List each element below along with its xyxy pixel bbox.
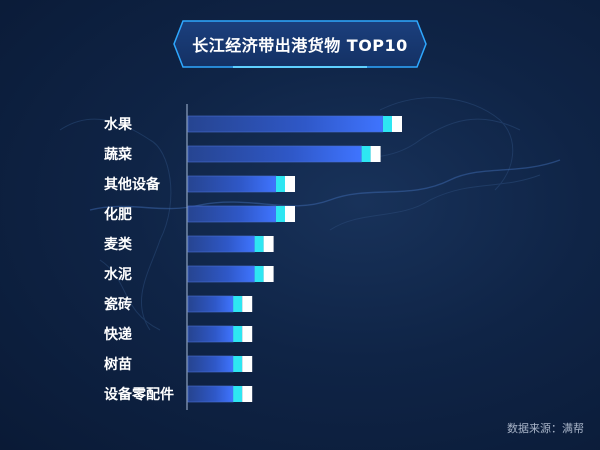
bar-cap-cyan xyxy=(276,206,285,222)
bar-cap-white xyxy=(285,206,295,222)
category-label: 树苗 xyxy=(104,356,132,373)
data-source-note: 数据来源：满帮 xyxy=(507,422,584,435)
bar xyxy=(187,115,384,133)
category-label: 其他设备 xyxy=(104,176,161,193)
category-label: 麦类 xyxy=(104,236,133,253)
bar-cap-white xyxy=(285,176,295,192)
category-label: 水泥 xyxy=(104,266,132,283)
bar xyxy=(187,355,234,373)
bar-cap-white xyxy=(370,146,381,162)
bar-cap-white xyxy=(242,296,253,312)
bar xyxy=(187,295,234,313)
category-label: 设备零配件 xyxy=(104,386,174,403)
bar xyxy=(187,325,234,343)
bar-cap-cyan xyxy=(233,386,243,402)
title-frame xyxy=(173,20,427,68)
bar-cap-cyan xyxy=(233,356,243,372)
bar xyxy=(187,205,277,223)
category-label: 快递 xyxy=(104,326,132,343)
category-label: 化肥 xyxy=(104,206,132,223)
bar xyxy=(187,385,234,403)
bar xyxy=(187,145,362,163)
bar xyxy=(187,265,255,283)
title-banner: 长江经济带出港货物 TOP10 xyxy=(173,20,427,68)
bar-cap-cyan xyxy=(233,296,243,312)
bar-cap-white xyxy=(242,326,253,342)
bar-cap-cyan xyxy=(383,116,392,132)
bar-cap-cyan xyxy=(254,236,264,252)
bar-cap-white xyxy=(242,356,253,372)
bar-cap-cyan xyxy=(361,146,371,162)
bar-cap-white xyxy=(263,266,274,282)
bar xyxy=(187,175,277,193)
bar-cap-cyan xyxy=(276,176,285,192)
bar-cap-cyan xyxy=(254,266,264,282)
category-label: 瓷砖 xyxy=(104,296,132,313)
bar-cap-white xyxy=(263,236,274,252)
category-label: 蔬菜 xyxy=(104,146,133,163)
category-label: 水果 xyxy=(104,116,133,133)
bar xyxy=(187,235,255,253)
bar-cap-white xyxy=(242,386,253,402)
chart-title: 长江经济带出港货物 TOP10 xyxy=(192,36,408,55)
bar-cap-cyan xyxy=(233,326,243,342)
bar-cap-white xyxy=(392,116,402,132)
